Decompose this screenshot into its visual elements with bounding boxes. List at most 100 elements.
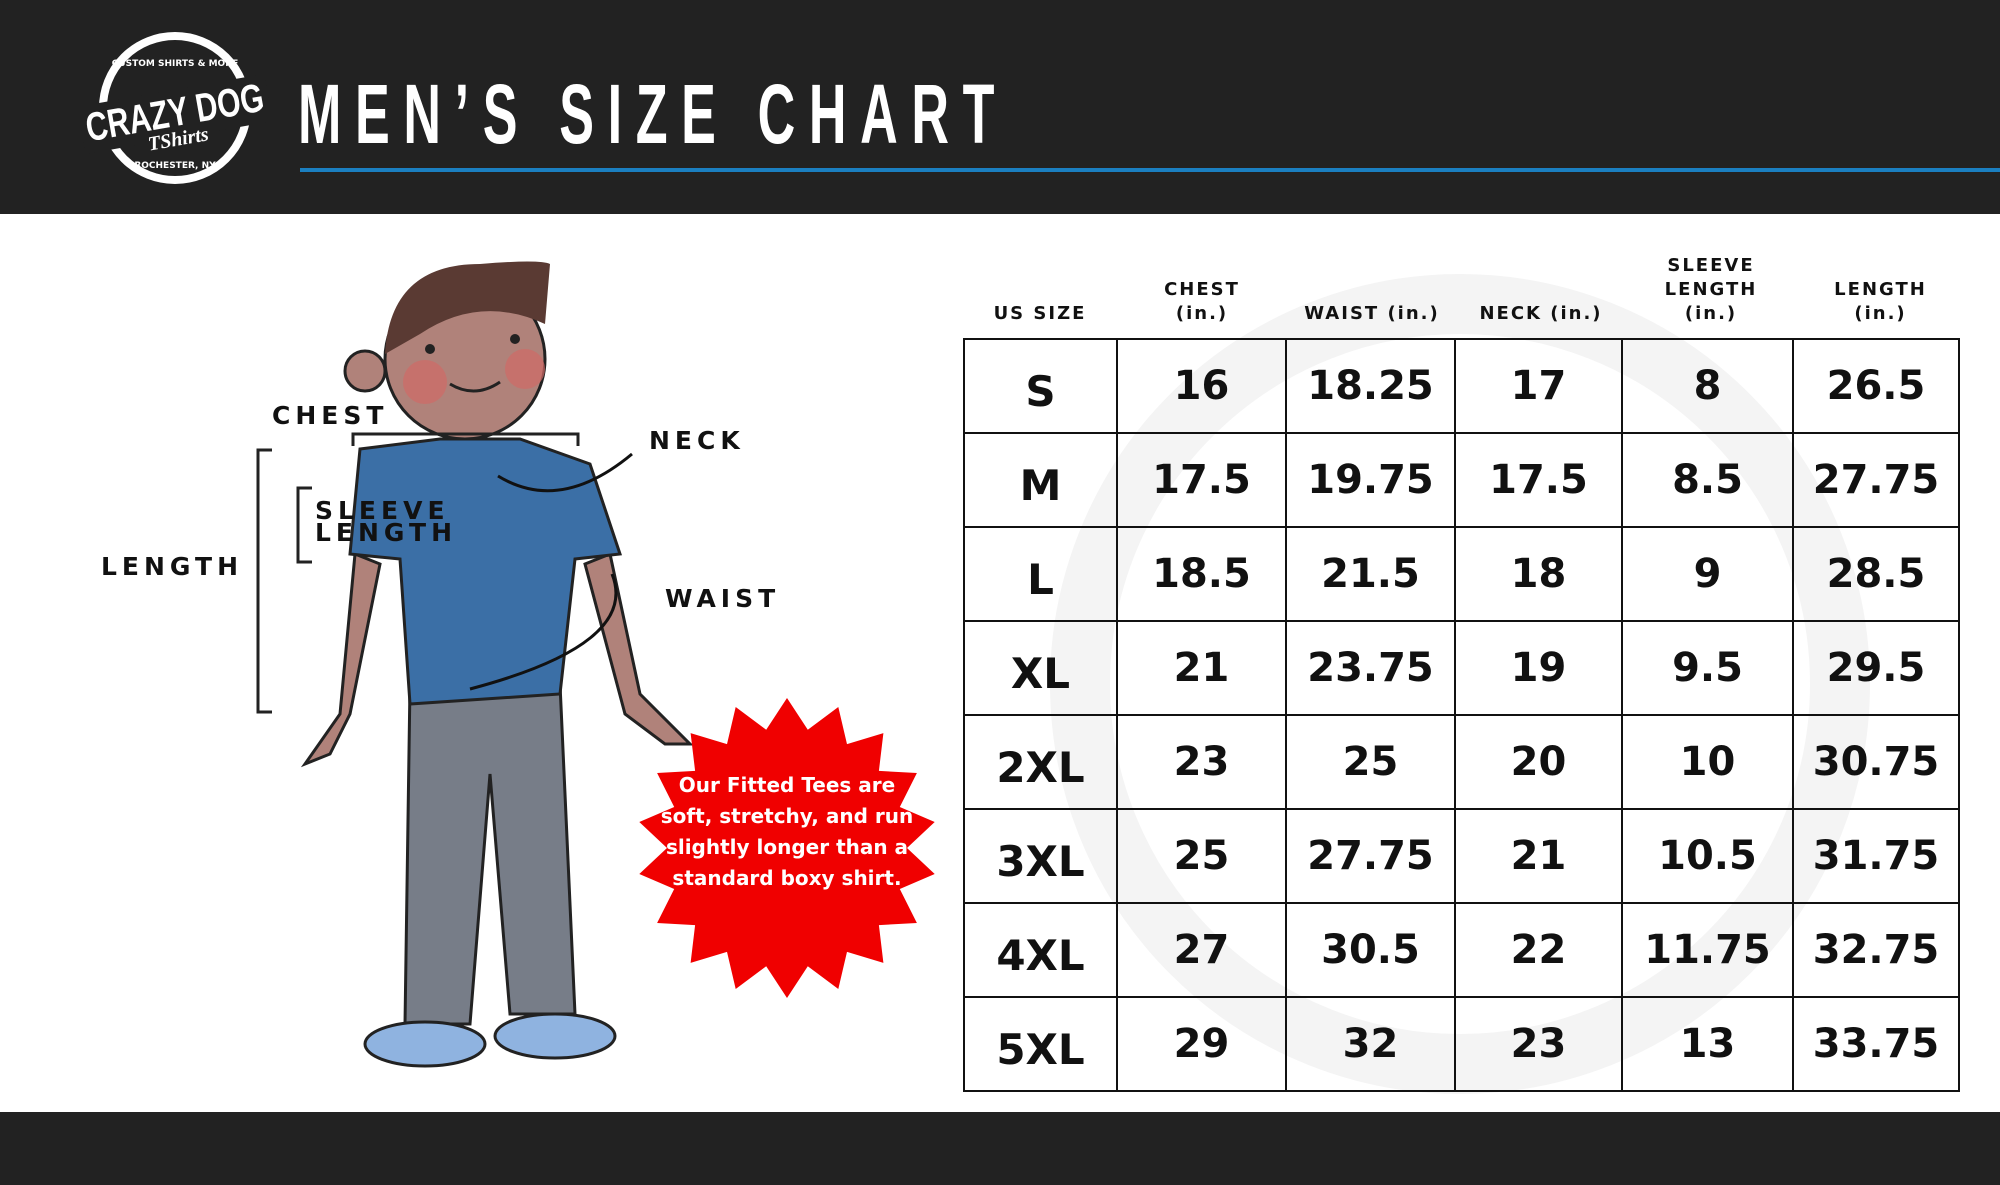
measurement-cell: 23 (1116, 714, 1287, 810)
measurement-cell: 17.5 (1116, 432, 1287, 528)
column-header-line (963, 278, 1117, 302)
column-header: SLEEVE LENGTH (in.) (1625, 254, 1797, 326)
measurement-cell: 25 (1116, 808, 1287, 904)
measurement-cell: 19.75 (1285, 432, 1456, 528)
column-header-line: NECK (in.) (1479, 303, 1603, 324)
footer-bar (0, 1112, 2000, 1185)
column-header-line (1117, 254, 1287, 278)
measurement-cell: 9.5 (1621, 620, 1794, 716)
column-header-line: LENGTH (1834, 279, 1927, 300)
length-label: LENGTH (101, 552, 243, 581)
measurement-cell: 21.5 (1285, 526, 1456, 622)
measurement-cell: 18.5 (1116, 526, 1287, 622)
right-shoe (493, 1012, 617, 1060)
column-header-line (1457, 278, 1625, 302)
fitted-tees-note: Our Fitted Tees are soft, stretchy, and … (660, 773, 914, 890)
column-header-line: (in.) (1684, 303, 1738, 324)
table-row: M 17.5 19.75 17.5 8.5 27.75 (963, 432, 1960, 528)
column-header-line (963, 254, 1117, 278)
size-cell: 5XL (963, 996, 1118, 1092)
measurement-cell: 30.75 (1792, 714, 1960, 810)
neck-label: NECK (649, 426, 745, 455)
page-title: MEN’S SIZE CHART (298, 67, 1009, 161)
measurement-cell: 29 (1116, 996, 1287, 1092)
waist-label: WAIST (665, 584, 781, 613)
size-cell: 3XL (963, 808, 1118, 904)
measurement-cell: 13 (1621, 996, 1794, 1092)
svg-text:ROCHESTER, NY: ROCHESTER, NY (134, 161, 216, 171)
size-cell: XL (963, 620, 1118, 716)
column-header: CHEST (in.) (1117, 254, 1287, 326)
measurement-cell: 22 (1454, 902, 1623, 998)
size-cell: L (963, 526, 1118, 622)
column-header-line: SLEEVE (1667, 255, 1755, 276)
column-header-line (1457, 254, 1625, 278)
column-header-line (1287, 254, 1457, 278)
svg-text:CUSTOM SHIRTS & MORE: CUSTOM SHIRTS & MORE (112, 59, 239, 69)
measurement-cell: 29.5 (1792, 620, 1960, 716)
measurement-cell: 16 (1116, 338, 1287, 434)
measurement-cell: 11.75 (1621, 902, 1794, 998)
measurement-cell: 32.75 (1792, 902, 1960, 998)
size-cell: M (963, 432, 1118, 528)
table-row: S 16 18.25 17 8 26.5 (963, 338, 1960, 434)
measurement-cell: 18 (1454, 526, 1623, 622)
column-header: LENGTH (in.) (1797, 254, 1964, 326)
measurement-cell: 10.5 (1621, 808, 1794, 904)
measurement-cell: 32 (1285, 996, 1456, 1092)
column-header-line: (in.) (1854, 303, 1907, 324)
measurement-cell: 10 (1621, 714, 1794, 810)
measurement-cell: 17 (1454, 338, 1623, 434)
column-header-line: WAIST (in.) (1304, 303, 1440, 324)
measurement-cell: 18.25 (1285, 338, 1456, 434)
starburst-badge (639, 698, 935, 998)
measurement-cell: 26.5 (1792, 338, 1960, 434)
table-row: 4XL 27 30.5 22 11.75 32.75 (963, 902, 1960, 998)
column-header-line: CHEST (1164, 279, 1240, 300)
measurement-cell: 17.5 (1454, 432, 1623, 528)
size-cell: 2XL (963, 714, 1118, 810)
left-shoe (363, 1020, 487, 1068)
boy-illustration (256, 261, 694, 1068)
table-row: 5XL 29 32 23 13 33.75 (963, 996, 1960, 1092)
measurement-cell: 28.5 (1792, 526, 1960, 622)
measurement-cell: 27.75 (1792, 432, 1960, 528)
measurement-cell: 25 (1285, 714, 1456, 810)
table-row: XL 21 23.75 19 9.5 29.5 (963, 620, 1960, 716)
sleeve-length-label-line2: LENGTH (315, 518, 457, 547)
column-header: NECK (in.) (1457, 254, 1625, 326)
measurement-cell: 30.5 (1285, 902, 1456, 998)
chest-label: CHEST (272, 401, 389, 430)
column-header-line (1797, 254, 1964, 278)
measurement-cell: 9 (1621, 526, 1794, 622)
sleeve-length-label-line1: SLEEVE (315, 496, 450, 525)
table-row: 2XL 23 25 20 10 30.75 (963, 714, 1960, 810)
column-header-line: LENGTH (1664, 279, 1758, 300)
table-row: 3XL 25 27.75 21 10.5 31.75 (963, 808, 1960, 904)
measurement-cell: 8 (1621, 338, 1794, 434)
measurement-cell: 21 (1116, 620, 1287, 716)
column-header-line: US SIZE (993, 303, 1087, 324)
title-underline (300, 168, 2000, 172)
measurement-cell: 27 (1116, 902, 1287, 998)
measurement-cell: 23.75 (1285, 620, 1456, 716)
size-table: S 16 18.25 17 8 26.5 M 17.5 19.75 17.5 8.5 27.75 L 18… (963, 338, 1960, 1092)
header-bar (0, 0, 2000, 214)
measurement-cell: 31.75 (1792, 808, 1960, 904)
crazy-dog-logo: CRAZY DOG TShirts CUSTOM SHIRTS & MORE R… (80, 32, 270, 184)
measurement-cell: 21 (1454, 808, 1623, 904)
column-header-line: (in.) (1175, 303, 1229, 324)
measurement-cell: 8.5 (1621, 432, 1794, 528)
column-header: WAIST (in.) (1287, 254, 1457, 326)
column-header: US SIZE (963, 254, 1117, 326)
size-cell: 4XL (963, 902, 1118, 998)
measurement-cell: 20 (1454, 714, 1623, 810)
shirt (348, 437, 623, 706)
measurement-cell: 33.75 (1792, 996, 1960, 1092)
measurement-cell: 19 (1454, 620, 1623, 716)
measurement-cell: 27.75 (1285, 808, 1456, 904)
column-header-line (1287, 278, 1457, 302)
table-row: L 18.5 21.5 18 9 28.5 (963, 526, 1960, 622)
size-cell: S (963, 338, 1118, 434)
measurement-cell: 23 (1454, 996, 1623, 1092)
